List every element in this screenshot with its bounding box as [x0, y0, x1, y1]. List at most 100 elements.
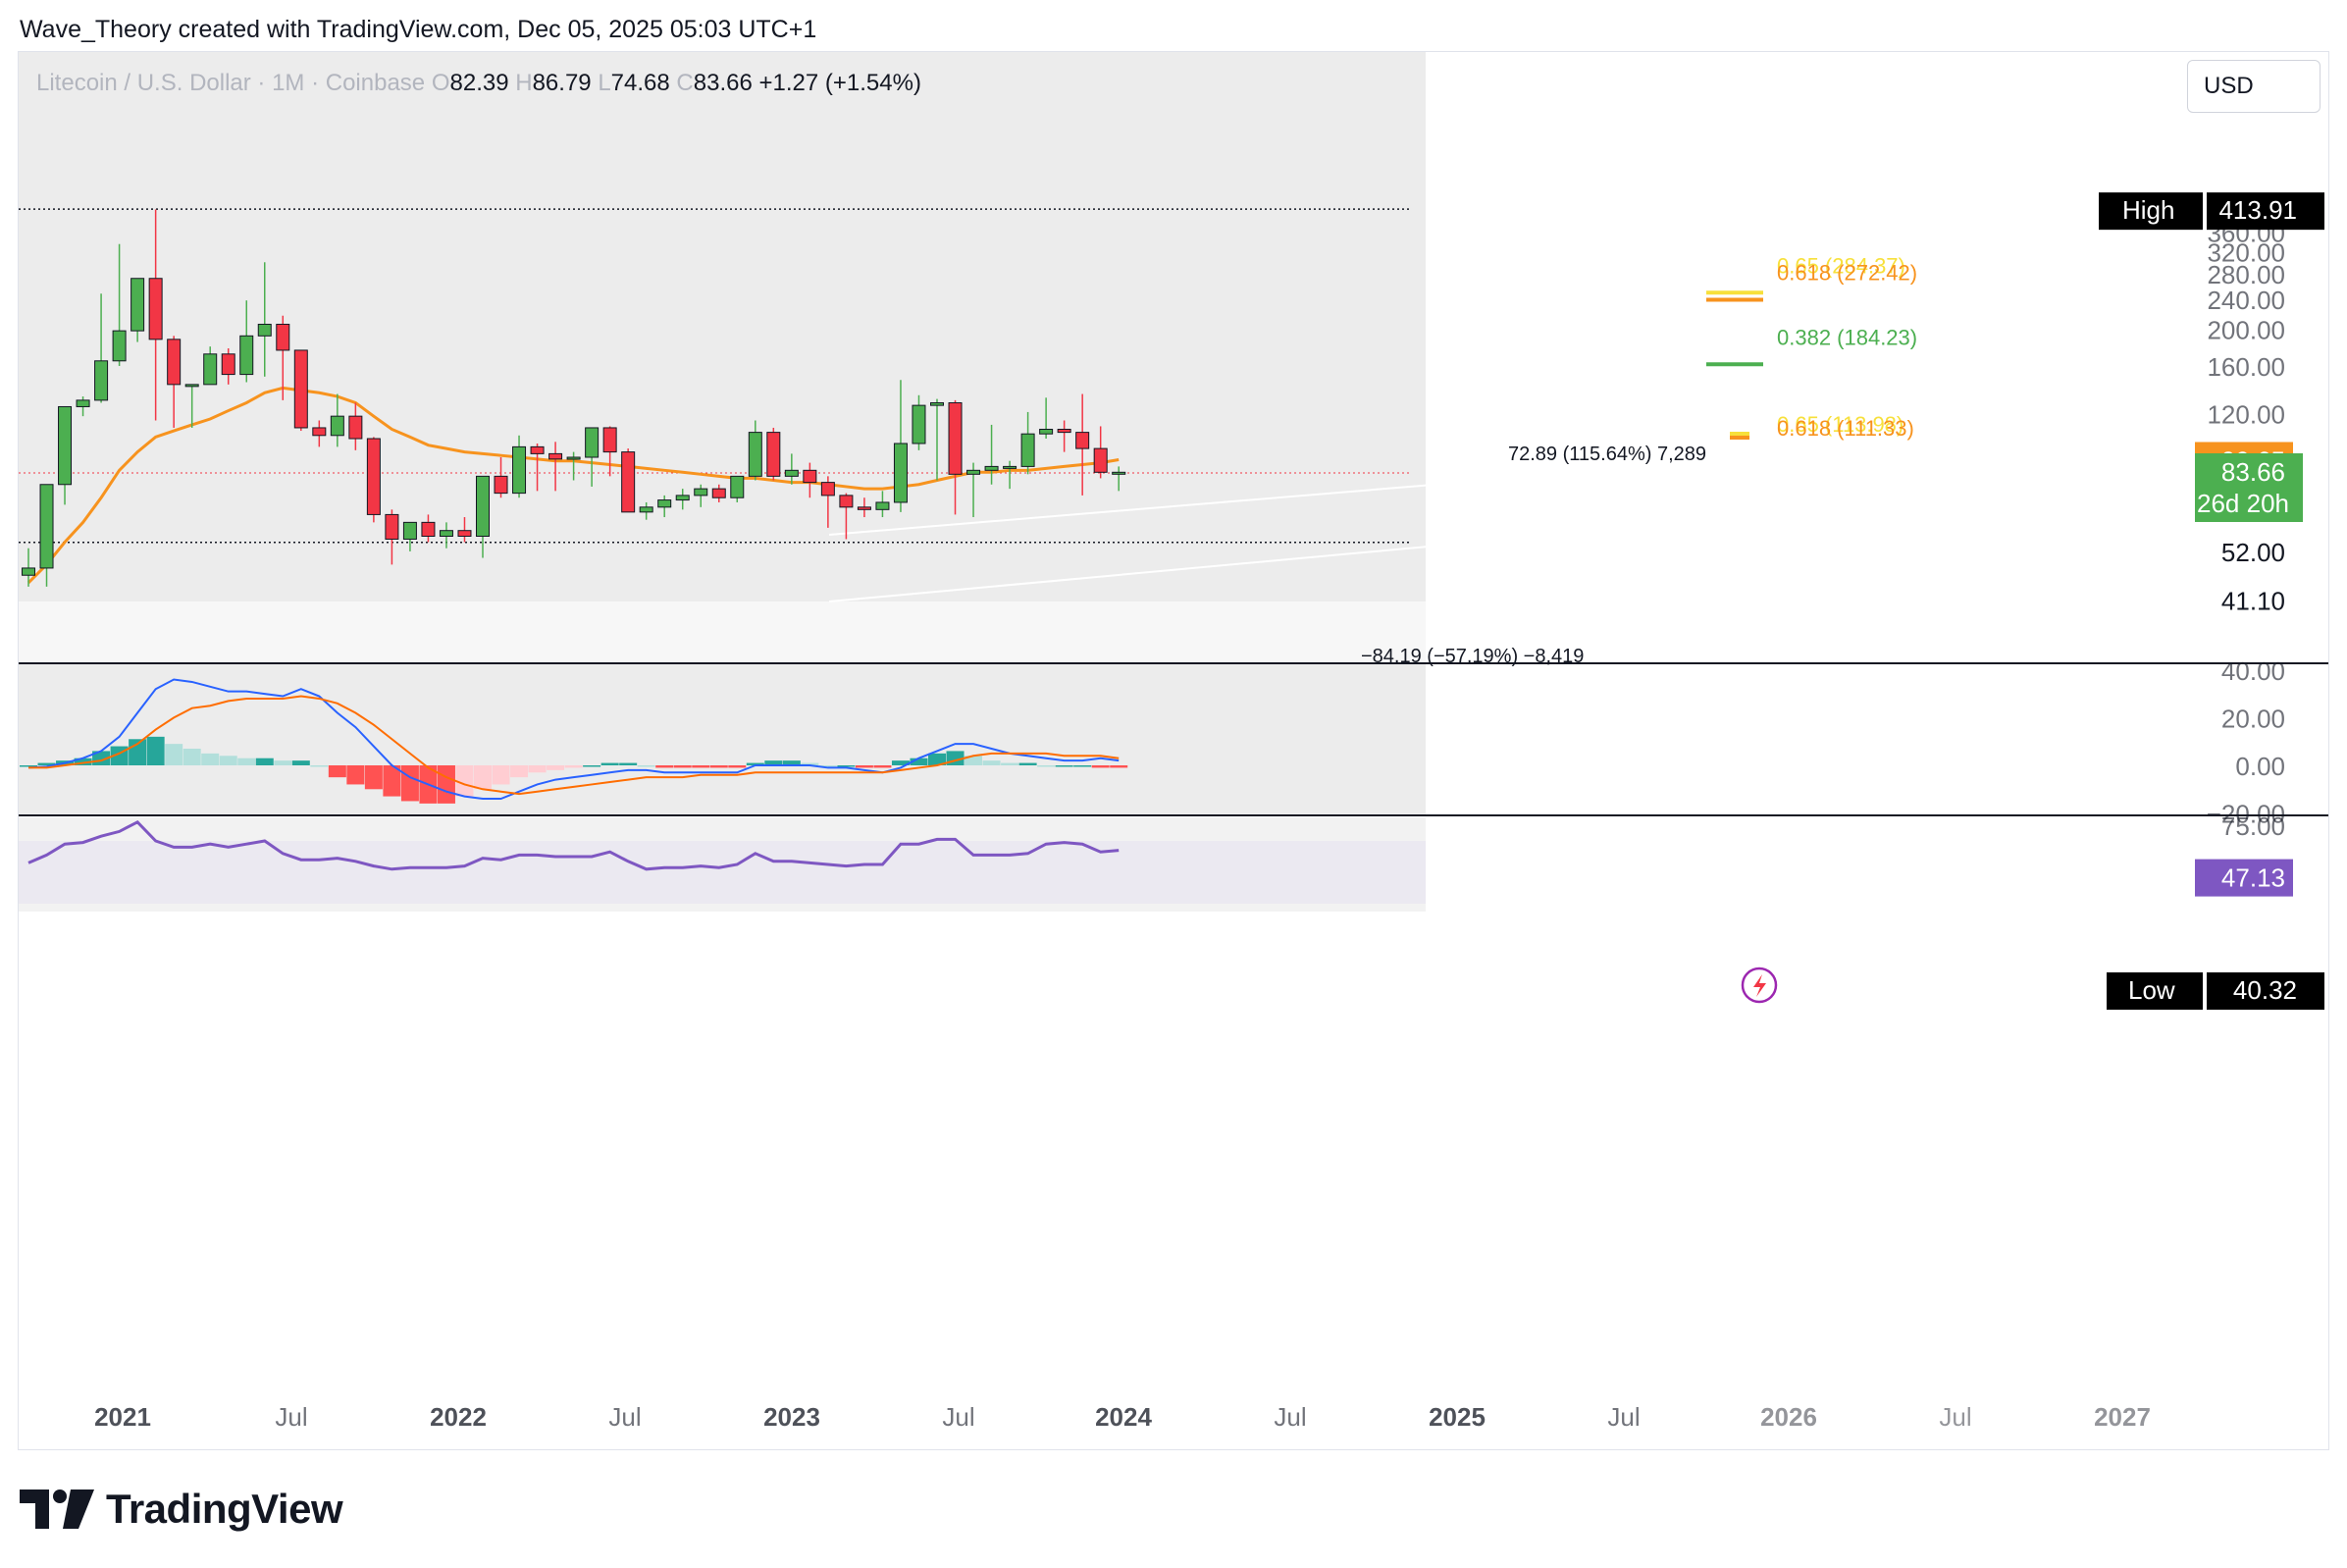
candle-body [857, 506, 871, 510]
candle-body [457, 530, 472, 538]
candle-body [22, 567, 35, 576]
macd-histogram-bar [165, 744, 183, 765]
currency-button[interactable]: USD [2187, 60, 2321, 113]
candle-body [602, 427, 617, 453]
macd-histogram-bar [346, 765, 365, 785]
open-label: O [431, 70, 450, 96]
macd-histogram-bar [692, 765, 710, 768]
macd-histogram-bar [400, 765, 419, 802]
measure-down-label: −84.19 (−57.19%) −8,419 [1361, 646, 1584, 667]
time-axis-label: Jul [1939, 1402, 1971, 1432]
low-value-label: 40.32 [2233, 975, 2297, 1005]
high-value-label: 413.91 [2218, 195, 2297, 225]
candle-body [984, 465, 999, 471]
macd-tick-label: −20.00 [2207, 800, 2285, 829]
tradingview-logo-icon [20, 1490, 94, 1529]
candle-body [730, 475, 745, 498]
time-axis-label: 2022 [430, 1402, 487, 1432]
macd-histogram-bar [74, 758, 92, 765]
candle-body [1057, 428, 1071, 434]
price-pane-background [19, 52, 1426, 601]
candle-body [803, 469, 817, 484]
macd-histogram-bar [510, 765, 529, 778]
candle-body [476, 475, 490, 538]
candle-body [966, 469, 981, 475]
chart-canvas[interactable]: 0.65 (284.37)0.618 (272.42) 0.382 (184.23… [19, 52, 2329, 1450]
candle-body [330, 415, 344, 437]
candle-body [748, 432, 762, 477]
candle-body [1039, 428, 1054, 435]
candle-body [312, 427, 327, 437]
price-tick-label: 240.00 [2207, 286, 2285, 315]
candle-body [1003, 465, 1017, 469]
fib-level-label: 0.618 (111.33) [1777, 416, 1914, 441]
candle-body [675, 495, 690, 501]
candle-body [203, 353, 218, 386]
candle-body [893, 443, 908, 503]
candle-body [494, 475, 508, 495]
time-axis-label: Jul [1607, 1402, 1640, 1432]
candle-body [39, 484, 54, 569]
low-tag-label: Low [2128, 975, 2175, 1005]
close-label: C [676, 70, 694, 96]
macd-histogram-bar [782, 760, 801, 765]
macd-histogram-bar [873, 765, 892, 768]
macd-histogram-bar [528, 765, 547, 773]
channel-lower-line [828, 520, 1707, 602]
rsi-band [19, 841, 1426, 904]
channel-upper-line [828, 461, 1707, 536]
candle-body [221, 353, 235, 376]
high-value-background [2207, 192, 2324, 231]
macd-histogram-bar [1110, 765, 1128, 768]
change-value: +1.27 (+1.54%) [758, 70, 921, 96]
price-tick-label: 41.10 [2221, 586, 2285, 615]
candle-body [621, 451, 636, 513]
attribution-text: Wave_Theory created with TradingView.com… [20, 16, 817, 43]
macd-histogram-bar [474, 765, 492, 790]
macd-histogram-bar [219, 756, 237, 765]
tradingview-logo: TradingView [20, 1482, 343, 1537]
alert-icon [1741, 967, 1778, 1004]
candle-body [366, 438, 381, 515]
time-axis-label: Jul [942, 1402, 974, 1432]
candle-body [94, 360, 109, 401]
macd-tick-label: 20.00 [2221, 704, 2285, 733]
time-axis-label: 2021 [94, 1402, 151, 1432]
candle-body [784, 469, 799, 477]
macd-histogram-bar [364, 765, 383, 790]
symbol-name: Litecoin / U.S. Dollar · 1M · Coinbase [36, 70, 426, 96]
candle-body [439, 530, 453, 538]
candle-body [820, 482, 835, 497]
macd-histogram-bar [183, 748, 201, 765]
macd-histogram-bar [837, 765, 856, 767]
price-tick-label: 280.00 [2207, 260, 2285, 289]
high-label: H [515, 70, 533, 96]
chart-area[interactable]: 0.65 (284.37) 0.618 (272.42) 0.382 (184.23… [18, 51, 2329, 1450]
candle-body [766, 432, 781, 477]
time-axis-label: 2027 [2094, 1402, 2151, 1432]
candle-body [130, 278, 145, 332]
rsi-value-label: 47.13 [2221, 863, 2285, 893]
candle-body [58, 405, 73, 486]
candle-body [148, 278, 163, 340]
macd-histogram-bar [455, 765, 474, 797]
candle-body [402, 521, 417, 540]
candle-body [566, 456, 581, 460]
countdown-label: 26d 20h [2197, 489, 2289, 518]
macd-histogram-bar [746, 762, 764, 765]
macd-histogram-bar [1018, 762, 1037, 765]
macd-pane-background [19, 664, 1426, 815]
candle-body [912, 404, 926, 444]
fib-level-label: 0.618 (272.42) [1777, 260, 1917, 285]
candle-body [711, 488, 726, 498]
last-price-label: 83.66 [2221, 457, 2285, 487]
candle-body [875, 501, 890, 510]
time-axis-label: 2023 [763, 1402, 820, 1432]
candle-body [657, 499, 672, 508]
candle-body [1112, 471, 1126, 475]
macd-histogram-bar [20, 765, 37, 767]
price-tick-label: 160.00 [2207, 352, 2285, 382]
close-value: 83.66 [693, 70, 753, 96]
time-axis-label: Jul [608, 1402, 641, 1432]
macd-histogram-bar [1073, 765, 1092, 767]
